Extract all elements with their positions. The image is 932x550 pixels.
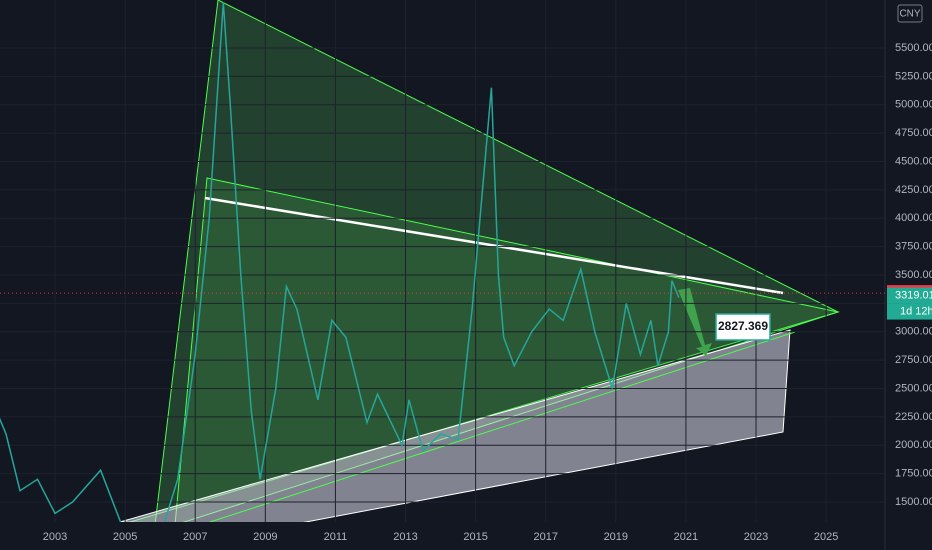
x-tick-label: 2023 <box>744 531 768 543</box>
x-tick-label: 2013 <box>393 531 417 543</box>
x-tick-label: 2003 <box>43 531 67 543</box>
plot <box>0 0 885 522</box>
countdown: 1d 12h <box>900 305 932 317</box>
trend-line <box>204 196 784 295</box>
y-tick-label: 5000.000 <box>895 99 932 111</box>
x-tick-label: 2009 <box>253 531 277 543</box>
price-line <box>0 2 680 522</box>
y-tick-label: 4500.000 <box>895 155 932 167</box>
arrow <box>678 288 712 356</box>
x-tick-label: 2025 <box>814 531 838 543</box>
y-tick-label: 2500.000 <box>895 382 932 394</box>
x-tick-label: 2007 <box>183 531 207 543</box>
y-tick-label: 2750.000 <box>895 354 932 366</box>
x-tick-label: 2021 <box>674 531 698 543</box>
x-tick-label: 2019 <box>604 531 628 543</box>
price-badge <box>887 287 932 304</box>
y-tick-label: 4750.000 <box>895 127 932 139</box>
y-tick-label: 3500.000 <box>895 269 932 281</box>
triangle-outer <box>128 0 840 522</box>
x-tick-label: 2011 <box>324 531 348 543</box>
currency: CNY <box>899 9 920 20</box>
annotation-box <box>715 313 771 341</box>
currency-box <box>897 4 923 23</box>
y-tick-label: 5500.000 <box>895 42 932 54</box>
price-label: 3319.012 <box>895 289 932 301</box>
countdown-badge <box>887 303 932 320</box>
x-tick-label: 2017 <box>533 531 557 543</box>
annotation: 2827.369 <box>718 319 768 333</box>
support-line <box>209 331 796 522</box>
y-tick-label: 5250.000 <box>895 70 932 82</box>
x-tick-label: 2015 <box>463 531 487 543</box>
y-tick-label: 4250.000 <box>895 184 932 196</box>
y-tick-label: 2000.000 <box>895 439 932 451</box>
y-tick-label: 2250.000 <box>895 411 932 423</box>
y-tick-label: 4000.000 <box>895 212 932 224</box>
x-tick-label: 2005 <box>113 531 137 543</box>
y-tick-label: 3000.000 <box>895 326 932 338</box>
y-tick-label: 1750.000 <box>895 468 932 480</box>
y-tick-label: 1500.000 <box>895 496 932 508</box>
y-tick-label: 3750.000 <box>895 241 932 253</box>
